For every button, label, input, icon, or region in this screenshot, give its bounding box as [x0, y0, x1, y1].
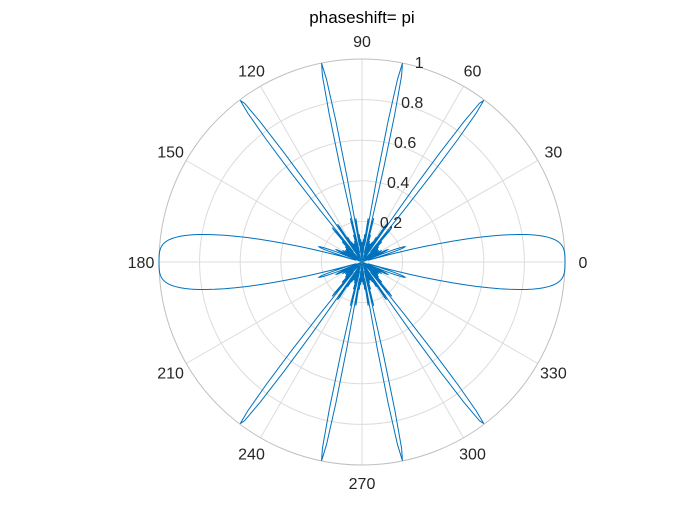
- r-tick-label-1: 0.4: [387, 175, 409, 192]
- chart-title: phaseshift= pi: [309, 8, 414, 27]
- theta-tick-label-270: 270: [349, 476, 376, 493]
- theta-tick-label-0: 0: [579, 255, 588, 272]
- series-layer: [158, 63, 566, 461]
- r-tick-label-0: 0.2: [380, 215, 402, 232]
- theta-tick-label-120: 120: [238, 64, 265, 81]
- series-line-0: [158, 63, 566, 461]
- theta-gridline-210: [185, 261, 363, 364]
- r-tick-label-2: 0.6: [394, 135, 416, 152]
- r-gridline-3: [199, 99, 525, 425]
- r-gridline-2: [239, 139, 485, 385]
- theta-gridline-240: [260, 261, 363, 439]
- theta-tick-label-180: 180: [128, 255, 155, 272]
- theta-tick-label-210: 210: [157, 366, 184, 383]
- polar-grid: [158, 58, 566, 466]
- theta-gridline-60: [361, 85, 464, 263]
- theta-tick-label-90: 90: [353, 34, 371, 51]
- theta-tick-label-330: 330: [540, 366, 567, 383]
- r-tick-label-3: 0.8: [401, 95, 423, 112]
- theta-gridline-330: [361, 261, 539, 364]
- theta-tick-label-150: 150: [157, 145, 184, 162]
- theta-tick-label-300: 300: [459, 446, 486, 463]
- r-gridline-0: [320, 220, 404, 304]
- theta-tick-label-30: 30: [544, 145, 562, 162]
- theta-gridline-150: [185, 160, 363, 263]
- theta-tick-label-60: 60: [464, 64, 482, 81]
- theta-gridline-120: [260, 85, 363, 263]
- r-tick-label-4: 1: [415, 55, 424, 72]
- theta-gridline-300: [361, 261, 464, 439]
- theta-tick-label-240: 240: [238, 446, 265, 463]
- r-gridline-1: [280, 180, 444, 344]
- theta-gridline-30: [361, 160, 539, 263]
- tick-labels: 0 30 60 90 120 150 180 210 240 270 300 330 0.2 0.4 0.6…: [128, 34, 588, 493]
